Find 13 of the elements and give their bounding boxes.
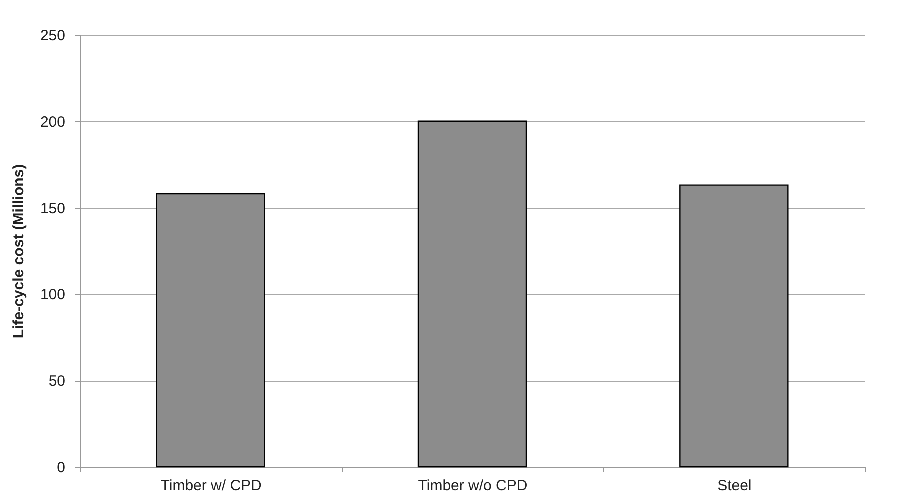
y-axis-title: Life-cycle cost (Millions) (10, 164, 28, 339)
bar (156, 193, 266, 468)
bar (418, 120, 528, 468)
y-tick-label: 150 (40, 200, 66, 218)
y-tick-label: 0 (57, 460, 66, 476)
y-tick-label: 50 (48, 373, 66, 390)
x-tick-label: Timber w/ CPD (160, 478, 262, 494)
y-tick-label: 200 (40, 114, 66, 131)
y-tick-label: 250 (40, 28, 66, 44)
x-tick-label: Timber w/o CPD (418, 478, 528, 494)
bar (680, 184, 789, 468)
y-tick-label: 100 (40, 286, 66, 304)
x-tick-label: Steel (718, 478, 752, 494)
